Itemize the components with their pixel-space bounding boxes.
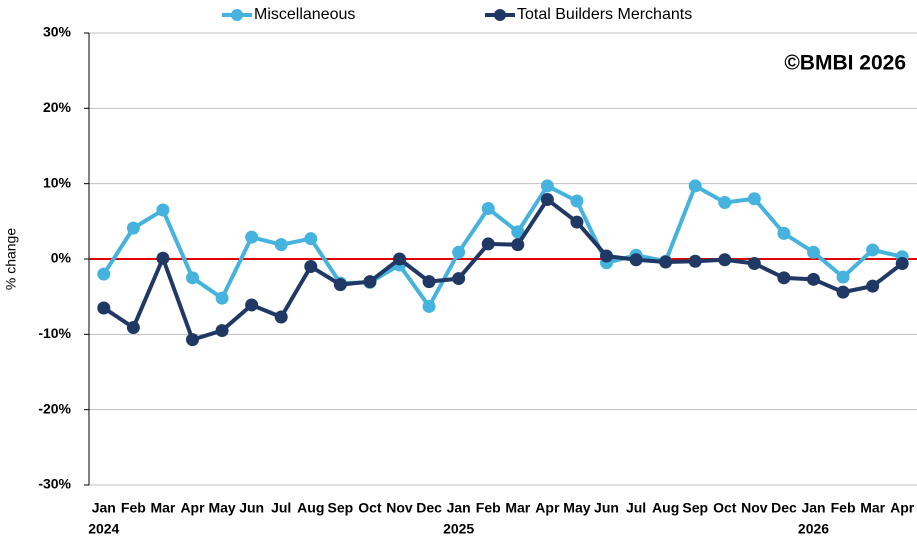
y-tick-label: 20% [43,99,72,115]
data-point [186,271,199,285]
data-point [186,333,199,347]
data-point [511,225,525,239]
data-point [126,321,140,335]
y-tick-label: 0% [51,250,72,266]
data-point [274,310,288,324]
data-point [126,221,140,235]
data-point [245,298,259,312]
y-tick-label: -30% [38,476,71,492]
x-tick-label: Mar [860,500,885,516]
legend-label: Miscellaneous [254,6,355,23]
annotation: ©BMBI 2026 [784,52,906,75]
legend-marker [494,9,506,21]
data-point [777,226,791,240]
x-tick-label: Jan [801,500,825,516]
x-tick-label: Sep [682,500,708,516]
x-tick-label: Jun [594,500,619,516]
x-tick-label: Dec [771,500,797,516]
data-point [807,245,820,259]
data-point [747,192,761,206]
y-tick-label: -20% [38,400,71,416]
x-year-label: 2025 [443,521,474,537]
data-point [333,278,347,292]
x-year-label: 2024 [88,521,119,537]
x-tick-label: May [208,500,235,516]
data-point [866,243,880,257]
data-point [570,215,584,229]
data-point [422,275,436,289]
data-point [215,291,229,305]
series-line [102,183,903,309]
data-point [836,285,850,299]
x-tick-label: Mar [505,500,530,516]
legend-label: Total Builders Merchants [517,6,692,23]
data-point [393,252,406,266]
x-tick-label: Feb [831,500,856,516]
x-tick-label: Sep [328,500,354,516]
x-tick-label: Jan [447,500,471,516]
data-point [511,238,525,252]
data-point [659,255,673,269]
x-tick-label: May [563,500,590,516]
data-point [245,230,259,244]
data-point [481,237,495,251]
y-tick-label: -10% [38,325,71,341]
y-axis-title: % change [3,228,19,290]
x-tick-label: Dec [416,500,442,516]
data-point [274,238,288,252]
data-point [718,196,732,209]
x-tick-label: Mar [150,500,175,516]
data-point [215,324,229,338]
x-tick-label: Nov [386,500,413,516]
data-point [540,179,554,193]
data-point [304,260,318,274]
data-point [540,192,554,206]
x-tick-label: Oct [713,500,737,516]
data-point [866,279,880,293]
data-point [156,203,170,217]
x-tick-label: Feb [121,500,146,516]
x-tick-label: Aug [652,500,679,516]
data-point [452,245,466,259]
data-point [304,232,318,246]
series-line [102,197,904,342]
x-tick-label: Oct [358,500,382,516]
legend-marker [231,9,243,21]
x-tick-label: Apr [180,500,205,516]
x-tick-label: Nov [741,500,768,516]
data-point [629,253,643,267]
x-year-label: 2026 [798,521,829,537]
data-point [452,272,466,286]
data-point [363,275,377,289]
x-tick-label: Jul [271,500,291,516]
x-tick-label: Jun [239,500,264,516]
x-tick-label: Feb [476,500,501,516]
data-point [688,179,702,193]
data-point [481,202,495,216]
x-tick-label: Apr [890,500,915,516]
x-tick-label: Aug [297,500,324,516]
x-tick-label: Jan [92,500,116,516]
data-point [807,272,820,286]
data-point [600,249,613,263]
data-point [747,257,761,271]
data-point [570,194,584,208]
x-tick-label: Apr [535,500,560,516]
data-point [836,270,850,284]
y-tick-label: 30% [43,24,72,40]
data-point [895,257,909,271]
data-point [156,251,170,265]
data-point [422,299,436,313]
x-tick-label: Jul [626,500,646,516]
data-point [97,267,111,281]
data-point [688,254,702,268]
y-tick-label: 10% [43,174,72,190]
data-point [97,301,111,315]
data-point [718,253,732,267]
data-point [777,271,791,285]
